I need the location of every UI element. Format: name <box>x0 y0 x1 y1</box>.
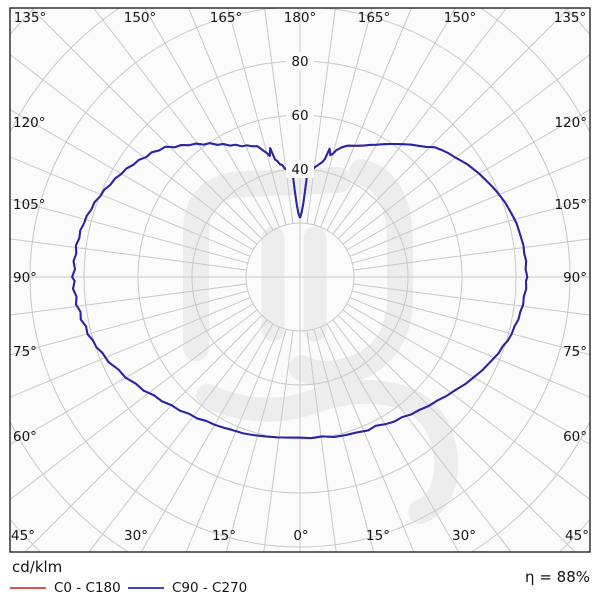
grid-spoke <box>349 297 590 398</box>
legend-label-c90-c270: C90 - C270 <box>172 580 248 596</box>
efficiency-label: η = 88% <box>525 568 590 586</box>
grid-spoke <box>10 309 258 501</box>
radial-tick-label: 80 <box>291 54 308 70</box>
radial-tick-label: 60 <box>291 108 308 124</box>
grid-spoke <box>306 8 336 224</box>
grid-spoke <box>88 319 268 552</box>
angle-label: 15° <box>212 528 236 544</box>
angle-label: 180° <box>284 10 317 26</box>
angle-label: 75° <box>13 344 37 360</box>
angle-label: 30° <box>452 528 476 544</box>
angle-label: 120° <box>554 115 587 131</box>
grid-spoke <box>353 283 590 316</box>
grid-spoke <box>144 8 274 231</box>
radial-tick-labels: 40 60 80 <box>286 52 314 178</box>
angle-labels: 135° 150° 165° 180° 165° 150° 135° 45° 30° 15° 0° 1… <box>11 10 589 544</box>
legend-label-c0-c180: C0 - C180 <box>54 580 121 596</box>
grid-spoke <box>320 326 415 552</box>
grid-spoke <box>30 8 263 240</box>
grid-spoke <box>352 290 590 356</box>
grid-spoke <box>353 238 590 271</box>
chart-legend: cd/klm C0 - C180 C90 - C270 η = 88% <box>0 552 600 600</box>
angle-label: 15° <box>366 528 390 544</box>
legend-swatch-c0-c180 <box>10 587 46 589</box>
grid-spoke <box>264 8 294 224</box>
grid-spoke <box>306 330 337 552</box>
grid-spoke <box>342 309 590 501</box>
angle-label: 90° <box>13 270 37 286</box>
grid-spoke <box>326 323 460 552</box>
grid-spoke <box>10 290 248 356</box>
grid-spoke <box>326 8 456 231</box>
angle-label: 165° <box>358 10 391 26</box>
grid-spoke <box>140 323 274 552</box>
curve-c90-c270 <box>71 142 529 440</box>
angle-label: 165° <box>210 10 243 26</box>
grid-spoke <box>10 198 248 264</box>
angle-label: 90° <box>563 270 587 286</box>
unit-label: cd/klm <box>12 558 63 576</box>
grid-spoke <box>342 53 590 245</box>
angle-label: 30° <box>124 528 148 544</box>
grid-spoke <box>313 329 375 552</box>
grid-spoke <box>10 156 251 257</box>
angle-label: 105° <box>13 197 46 213</box>
angle-label: 0° <box>293 528 308 544</box>
grid-spoke <box>188 8 280 228</box>
grid-spoke <box>313 8 373 225</box>
grid-spoke <box>227 8 287 225</box>
grid-spoke <box>332 319 512 552</box>
angle-label: 135° <box>554 10 587 26</box>
angle-label: 45° <box>565 528 589 544</box>
grid-spoke <box>10 53 258 245</box>
grid-spoke <box>10 238 247 271</box>
angle-label: 60° <box>563 429 587 445</box>
grid-spoke <box>92 8 268 235</box>
angle-label: 75° <box>563 344 587 360</box>
grid-spoke <box>346 108 590 251</box>
grid-spoke <box>263 330 294 552</box>
grid-spoke <box>349 156 590 257</box>
angle-label: 150° <box>124 10 157 26</box>
grid-spoke <box>10 297 251 398</box>
grid-spoke <box>320 8 412 228</box>
grid-spoke <box>24 314 263 552</box>
grid-spoke <box>10 108 254 251</box>
grid-spoke <box>337 314 576 552</box>
grid-spoke <box>352 198 590 264</box>
grid-spoke <box>225 329 287 552</box>
legend-swatch-c90-c270 <box>128 587 164 589</box>
angle-label: 60° <box>13 429 37 445</box>
radial-tick-label: 40 <box>291 162 308 178</box>
grid-spoke <box>332 8 508 235</box>
grid-spoke <box>10 303 254 446</box>
grid-spoke <box>337 8 570 240</box>
angle-label: 150° <box>444 10 477 26</box>
grid-spoke <box>10 283 247 316</box>
angle-label: 105° <box>554 197 587 213</box>
angle-label: 120° <box>13 115 46 131</box>
plot-border <box>9 7 591 553</box>
grid-spoke <box>346 303 590 446</box>
angle-label: 45° <box>11 528 35 544</box>
grid-spoke <box>185 326 280 552</box>
angle-label: 135° <box>14 10 47 26</box>
